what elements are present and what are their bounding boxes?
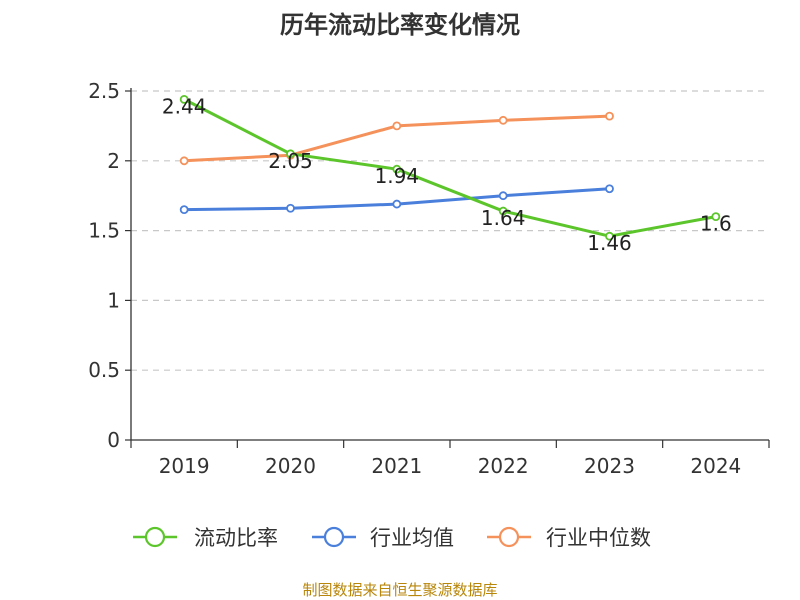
data-point[interactable] <box>392 121 402 131</box>
legend-label: 行业中位数 <box>546 526 651 550</box>
x-tick-label: 2021 <box>371 454 422 478</box>
y-tick-label: 2 <box>107 149 120 173</box>
data-point[interactable] <box>179 205 189 215</box>
y-tick-label: 2.5 <box>88 79 120 103</box>
legend-item[interactable]: 行业中位数 <box>487 526 651 550</box>
data-point[interactable] <box>711 212 721 222</box>
data-point[interactable] <box>286 203 295 213</box>
legend-marker <box>144 526 166 548</box>
y-tick-label: 0.5 <box>88 358 120 382</box>
data-label: 1.64 <box>481 206 526 230</box>
data-point[interactable] <box>605 184 614 194</box>
legend-item[interactable]: 行业均值 <box>312 526 454 550</box>
data-label: 2.44 <box>162 94 207 118</box>
data-point[interactable] <box>179 94 189 104</box>
x-tick-label: 2022 <box>478 454 529 478</box>
x-tick-label: 2023 <box>584 454 635 478</box>
source-note: 制图数据来自恒生聚源数据库 <box>302 581 497 599</box>
data-point[interactable] <box>179 156 189 166</box>
data-point[interactable] <box>286 149 295 159</box>
legend-marker <box>323 526 345 548</box>
series-line <box>182 97 718 238</box>
chart-title: 历年流动比率变化情况 <box>280 11 520 39</box>
data-point[interactable] <box>498 206 508 216</box>
legend-label: 流动比率 <box>194 526 278 550</box>
data-point[interactable] <box>392 164 402 174</box>
x-tick-label: 2019 <box>159 454 210 478</box>
axes: 0 0.5 1 1.5 2 2.5 2019 2020 2021 2022 2023 2024 <box>88 79 770 478</box>
y-tick-label: 1.5 <box>88 219 120 243</box>
data-point[interactable] <box>605 111 614 121</box>
data-label: 1.46 <box>587 231 632 255</box>
series <box>179 94 721 241</box>
x-tick-label: 2024 <box>690 454 741 478</box>
data-point[interactable] <box>392 199 402 209</box>
legend-item[interactable]: 流动比率 <box>133 526 278 550</box>
legend-label: 行业均值 <box>370 526 454 550</box>
y-tick-label: 0 <box>107 428 120 452</box>
data-point[interactable] <box>605 231 614 241</box>
data-label: 1.6 <box>700 212 732 236</box>
legend-marker <box>498 526 520 548</box>
grid <box>131 90 769 371</box>
data-point[interactable] <box>498 191 508 201</box>
data-point[interactable] <box>498 115 508 125</box>
data-label: 2.05 <box>268 149 313 173</box>
legend[interactable]: 流动比率 行业均值 行业中位数 <box>133 526 651 550</box>
x-tick-label: 2020 <box>265 454 316 478</box>
y-tick-label: 1 <box>107 288 120 312</box>
data-label: 1.94 <box>375 164 420 188</box>
data-labels: 2.44 2.05 1.94 1.64 1.46 1.6 <box>162 94 732 255</box>
